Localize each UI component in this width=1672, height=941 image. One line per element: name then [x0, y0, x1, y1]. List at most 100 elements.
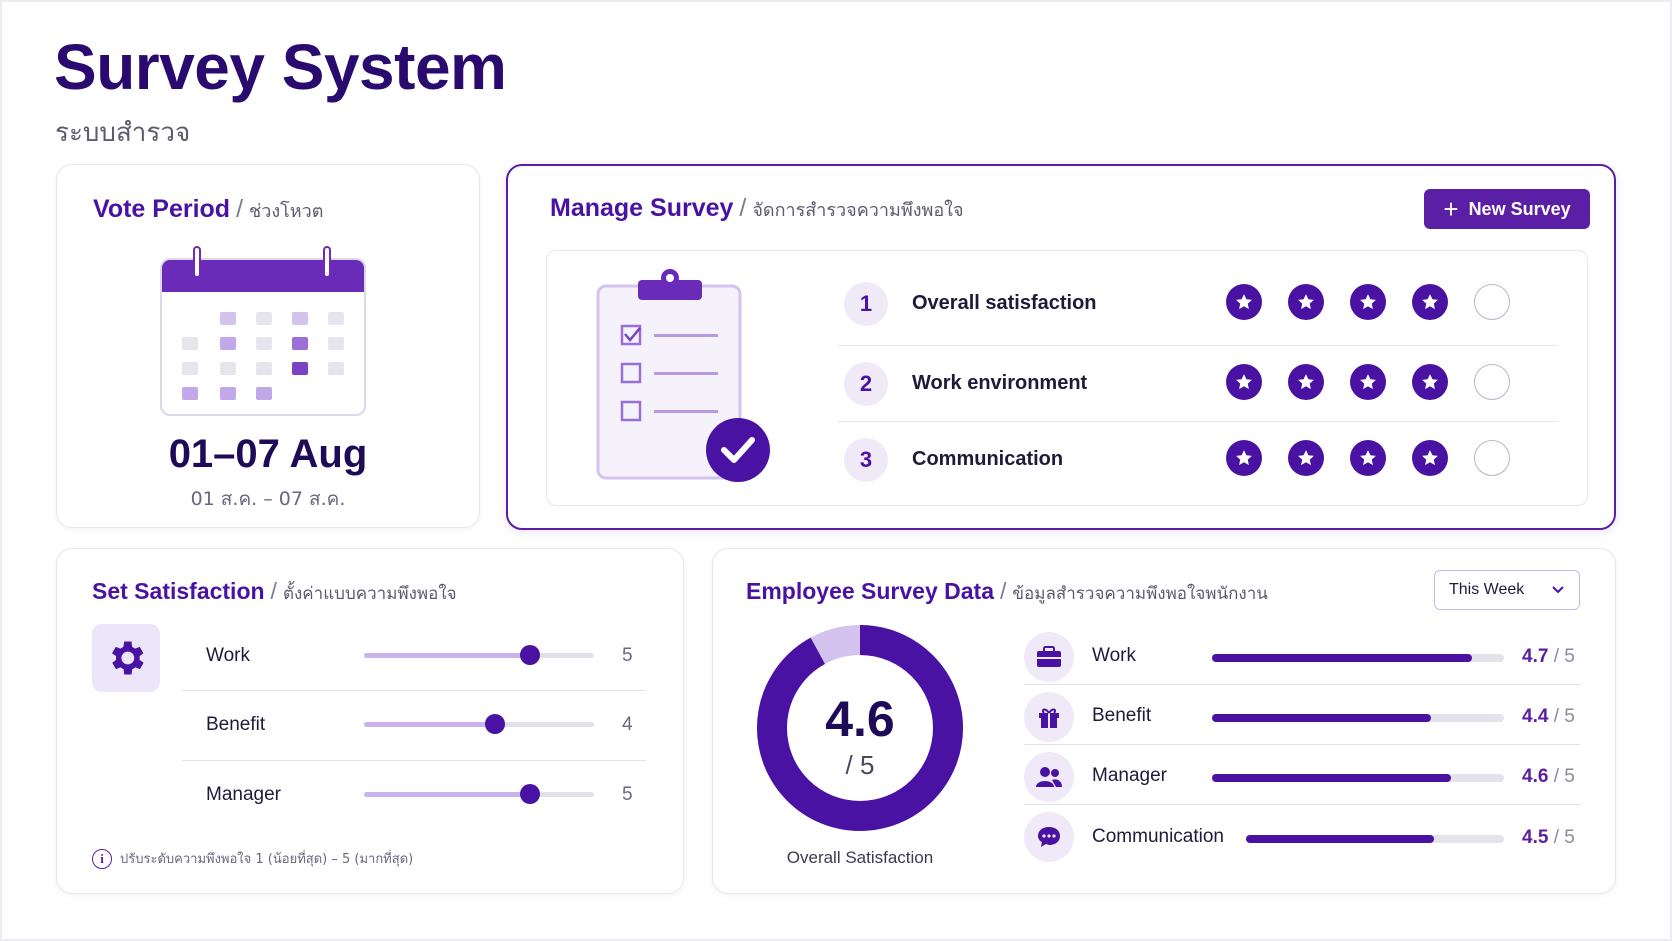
slider-value: 4: [622, 714, 633, 735]
question-label: Work environment: [912, 372, 1088, 394]
manager-slider[interactable]: [364, 784, 594, 804]
benefit-slider[interactable]: [364, 714, 594, 734]
employee-score: 4.6 / 5: [1522, 766, 1575, 788]
survey-questions-panel: [546, 250, 1588, 506]
divider: [182, 690, 646, 691]
star-filled-icon[interactable]: [1350, 440, 1386, 476]
score-value: 4.7: [1522, 646, 1549, 667]
period-dropdown-value: This Week: [1449, 581, 1525, 598]
star-filled-icon[interactable]: [1288, 364, 1324, 400]
overall-score-max: / 5: [845, 750, 875, 780]
overall-score: 4.6: [825, 691, 895, 747]
score-max: / 5: [1553, 706, 1575, 727]
manage-survey-title: Manage Survey / จัดการสำรวจความพึงพอใจ: [550, 194, 964, 222]
star-filled-icon[interactable]: [1412, 364, 1448, 400]
page-subtitle: ระบบสำรวจ: [55, 118, 191, 148]
employee-score: 4.7 / 5: [1522, 646, 1575, 668]
slider-value: 5: [622, 645, 633, 666]
clipboard-icon: [596, 269, 770, 482]
score-max: / 5: [1553, 766, 1575, 787]
score-max: / 5: [1553, 646, 1575, 667]
page-title: Survey System: [54, 31, 507, 103]
question-number: 2: [844, 362, 888, 406]
manage-survey-title-text: Manage Survey: [550, 194, 734, 222]
chevron-down-icon: [1552, 586, 1564, 594]
employee-label: Benefit: [1092, 705, 1152, 726]
plus-icon: +: [1443, 194, 1459, 224]
row-divider: [838, 345, 1558, 346]
divider: [182, 760, 646, 761]
vote-date-range: 01–07 Aug: [168, 432, 368, 476]
employee-survey-title: Employee Survey Data / ข้อมูลสำรวจความพึงพ…: [746, 578, 1268, 604]
question-number: 3: [844, 438, 888, 482]
question-label: Communication: [912, 448, 1064, 470]
people-icon: [1024, 752, 1074, 802]
star-filled-icon[interactable]: [1226, 284, 1262, 320]
chat-icon: [1024, 812, 1074, 862]
set-satisfaction-title-th: ตั้งค่าแบบความพึงพอใจ: [282, 584, 457, 604]
employee-score: 4.5 / 5: [1522, 827, 1575, 849]
slider-label-manager: Manager: [206, 784, 281, 805]
vote-period-title-text: Vote Period: [93, 195, 231, 223]
scale-note: i ปรับระดับความพึงพอใจ 1 (น้อยที่สุด) – …: [92, 848, 413, 869]
set-satisfaction-card: [56, 548, 684, 894]
vote-period-title: Vote Period / ช่วงโหวต: [93, 195, 324, 223]
period-dropdown[interactable]: This Week: [1434, 570, 1580, 610]
scale-note-text: ปรับระดับความพึงพอใจ 1 (น้อยที่สุด) – 5 …: [120, 852, 414, 867]
gear-icon: [112, 641, 144, 675]
employee-label: Manager: [1092, 765, 1167, 786]
manage-survey-title-th: จัดการสำรวจความพึงพอใจ: [752, 200, 964, 221]
slider-value: 5: [622, 784, 633, 805]
employee-survey-title-text: Employee Survey Data: [746, 578, 995, 604]
vote-period-title-th: ช่วงโหวต: [249, 201, 324, 222]
slider-thumb[interactable]: [519, 784, 540, 804]
star-empty-icon[interactable]: [1474, 440, 1510, 476]
new-survey-label: New Survey: [1468, 198, 1571, 219]
employee-score: 4.4 / 5: [1522, 706, 1575, 728]
score-value: 4.6: [1522, 766, 1549, 787]
star-filled-icon[interactable]: [1288, 440, 1324, 476]
score-bar: [1212, 654, 1504, 662]
slider-thumb[interactable]: [485, 714, 506, 734]
star-empty-icon[interactable]: [1474, 284, 1510, 320]
star-empty-icon[interactable]: [1474, 364, 1510, 400]
slider-label-benefit: Benefit: [206, 714, 266, 735]
divider: [1024, 744, 1580, 745]
question-label: Overall satisfaction: [912, 292, 1097, 314]
slider-thumb[interactable]: [519, 645, 540, 665]
gift-icon: [1024, 692, 1074, 742]
score-bar: [1212, 714, 1504, 722]
score-bar: [1212, 774, 1504, 782]
overall-label: Overall Satisfaction: [786, 848, 934, 867]
set-satisfaction-title-text: Set Satisfaction: [92, 578, 265, 604]
settings-gear-button[interactable]: [92, 624, 160, 692]
employee-survey-title-th: ข้อมูลสำรวจความพึงพอใจพนักงาน: [1012, 584, 1268, 604]
star-filled-icon[interactable]: [1288, 284, 1324, 320]
calendar-icon: [160, 258, 366, 416]
star-filled-icon[interactable]: [1350, 364, 1386, 400]
star-filled-icon[interactable]: [1412, 440, 1448, 476]
star-filled-icon[interactable]: [1226, 440, 1262, 476]
info-icon: i: [92, 848, 112, 869]
row-divider: [838, 421, 1558, 422]
work-slider[interactable]: [364, 645, 594, 665]
question-number: 1: [844, 282, 888, 326]
divider: [1024, 684, 1580, 685]
calendar-ring: [323, 246, 331, 278]
set-satisfaction-title: Set Satisfaction / ตั้งค่าแบบความพึงพอใจ: [92, 578, 457, 604]
star-filled-icon[interactable]: [1350, 284, 1386, 320]
star-filled-icon[interactable]: [1226, 364, 1262, 400]
score-value: 4.5: [1522, 827, 1549, 848]
briefcase-icon: [1024, 632, 1074, 682]
vote-period-card: Vote Period / ช่วงโหวต: [56, 164, 480, 528]
divider: [1024, 804, 1580, 805]
vote-date-range-th: 01 ส.ค. – 07 ส.ค.: [190, 488, 346, 510]
score-bar: [1246, 835, 1504, 843]
slider-label-work: Work: [206, 645, 250, 666]
new-survey-button[interactable]: + New Survey: [1424, 189, 1590, 229]
overall-donut-chart: [757, 625, 963, 831]
employee-label: Communication: [1092, 826, 1224, 847]
star-filled-icon[interactable]: [1412, 284, 1448, 320]
calendar-ring: [193, 246, 201, 278]
score-max: / 5: [1553, 827, 1575, 848]
